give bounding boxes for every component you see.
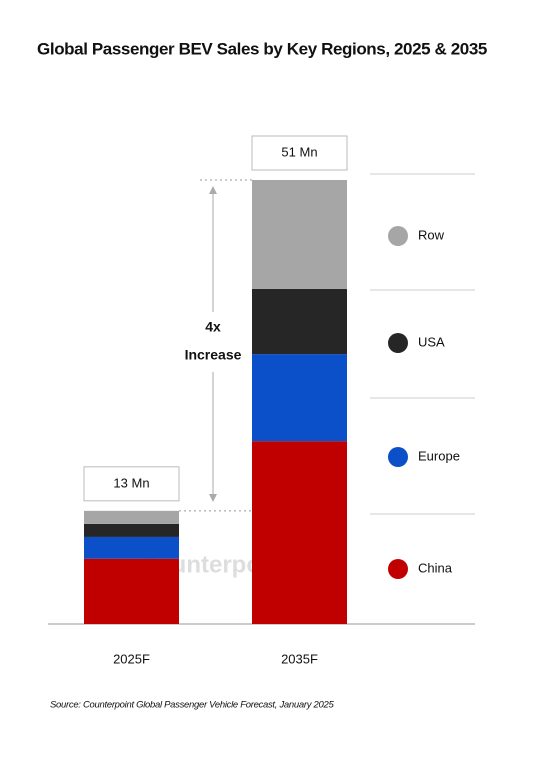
legend-swatch — [388, 447, 408, 467]
total-label: 13 Mn — [113, 475, 149, 490]
bar-segment — [84, 510, 179, 524]
annotation: Increase — [185, 347, 242, 363]
bar-segment — [84, 558, 179, 624]
bar-segment — [84, 523, 179, 537]
total-box — [83, 466, 180, 502]
bar-segment — [252, 354, 347, 442]
legend-label: China — [418, 560, 453, 575]
bar-segment — [252, 180, 347, 289]
x-tick-label: 2025F — [113, 651, 150, 666]
total-box — [251, 135, 348, 171]
bar-segment — [252, 441, 347, 624]
chart-title: Global Passenger BEV Sales by Key Region… — [37, 39, 487, 58]
bar-segment — [252, 288, 347, 355]
source: Source: Counterpoint Global Passenger Ve… — [50, 700, 334, 711]
legend-label: USA — [418, 334, 445, 349]
legend-swatch — [388, 559, 408, 579]
total-label: 51 Mn — [281, 144, 317, 159]
bar-segment — [84, 536, 179, 559]
legend-label: Row — [418, 227, 445, 242]
legend-swatch — [388, 333, 408, 353]
legend-label: Europe — [418, 448, 460, 463]
x-tick-label: 2035F — [281, 651, 318, 666]
legend-swatch — [388, 226, 408, 246]
annotation: 4x — [205, 319, 221, 335]
